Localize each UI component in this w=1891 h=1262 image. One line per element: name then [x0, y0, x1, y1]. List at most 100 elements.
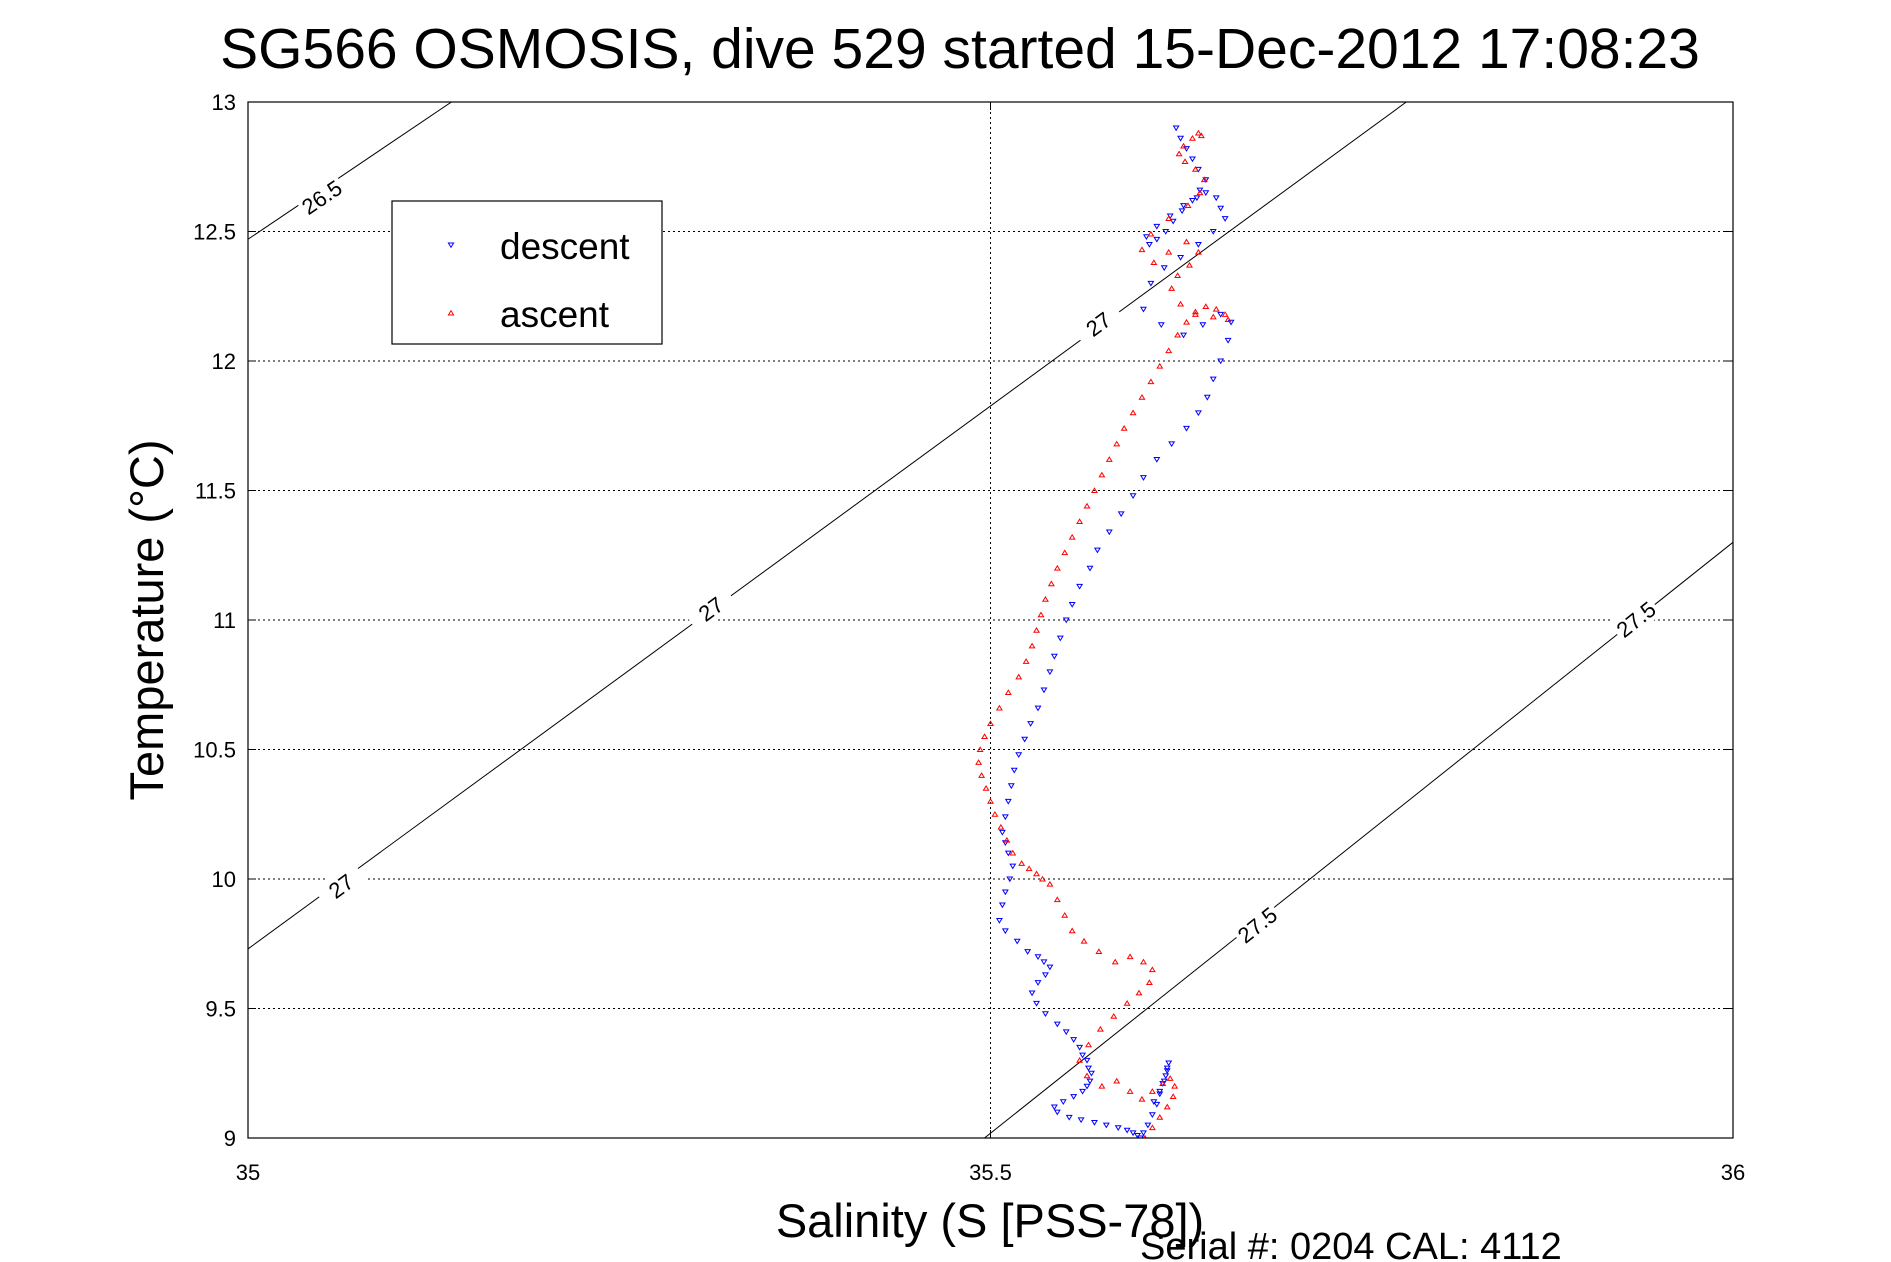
data-point-descent: [1144, 1122, 1152, 1129]
data-point-descent: [1093, 547, 1101, 554]
data-point-ascent: [1037, 611, 1045, 618]
data-point-ascent: [1135, 989, 1143, 996]
data-point-ascent: [1180, 142, 1188, 149]
data-point-descent: [1194, 242, 1202, 248]
data-point-descent: [1040, 959, 1048, 966]
data-point-ascent: [1163, 1103, 1171, 1110]
data-point-ascent: [1018, 860, 1026, 866]
data-point-ascent: [1177, 300, 1185, 307]
data-point-ascent: [1120, 425, 1128, 431]
density-contours: [248, 102, 1733, 1138]
data-point-descent: [1001, 889, 1009, 896]
data-point-ascent: [1033, 627, 1041, 633]
data-point-descent: [1209, 229, 1217, 235]
data-point-ascent: [1138, 393, 1146, 400]
data-point-descent: [1034, 954, 1042, 961]
data-point-ascent: [1156, 362, 1164, 369]
data-point-descent: [1199, 322, 1207, 329]
data-point-ascent: [1148, 1088, 1156, 1094]
data-point-descent: [1153, 236, 1161, 243]
data-point-descent: [1136, 1135, 1144, 1138]
data-point-ascent: [1111, 958, 1119, 965]
data-point-ascent: [1188, 134, 1196, 141]
data-point-ascent: [1138, 1095, 1146, 1102]
data-point-descent: [1212, 195, 1220, 202]
data-point-ascent: [1003, 836, 1011, 843]
density-contour-label-bg: [313, 860, 368, 910]
data-point-ascent: [1221, 311, 1229, 317]
x-tick-label: 36: [1721, 1160, 1745, 1185]
data-point-descent: [995, 917, 1003, 924]
data-point-descent: [1156, 1088, 1164, 1095]
data-point-descent: [1006, 876, 1014, 883]
data-point-descent: [1007, 783, 1015, 790]
data-point-ascent: [1113, 1077, 1121, 1084]
data-point-ascent: [1194, 129, 1202, 136]
y-tick-label: 9.5: [205, 997, 236, 1022]
data-point-descent: [1162, 229, 1170, 235]
data-point-descent: [1157, 322, 1165, 329]
data-point-ascent: [1083, 1072, 1091, 1079]
data-point-descent: [1153, 223, 1161, 230]
data-point-ascent: [1175, 150, 1183, 157]
chart-title: SG566 OSMOSIS, dive 529 started 15-Dec-2…: [220, 17, 1700, 81]
x-tick-label: 35.5: [969, 1160, 1012, 1185]
data-point-descent: [1083, 1083, 1091, 1090]
data-point-descent: [1083, 1057, 1091, 1064]
data-point-ascent: [1053, 896, 1061, 903]
data-point-ascent: [1096, 1025, 1104, 1032]
data-point-ascent: [1041, 595, 1049, 602]
legend-marker-descent: [447, 242, 455, 249]
data-point-ascent: [1171, 1082, 1179, 1089]
data-point-ascent: [1076, 1056, 1084, 1063]
data-point-ascent: [997, 823, 1005, 830]
data-point-ascent: [1145, 979, 1153, 986]
data-point-descent: [1169, 218, 1177, 225]
data-point-descent: [1217, 358, 1225, 365]
data-point-descent: [1217, 205, 1225, 212]
data-point-ascent: [1156, 1113, 1164, 1120]
data-point-ascent: [1184, 202, 1192, 209]
data-point-ascent: [1123, 1000, 1131, 1006]
data-point-descent: [1086, 1078, 1094, 1085]
data-point-descent: [1076, 1044, 1084, 1051]
data-point-descent: [1148, 1112, 1156, 1118]
data-point-ascent: [975, 759, 983, 765]
data-point-descent: [1015, 752, 1023, 758]
data-point-descent: [1034, 705, 1042, 712]
data-point-descent: [1117, 511, 1125, 518]
series-descent: [995, 125, 1235, 1138]
data-point-descent: [1163, 1068, 1171, 1074]
data-point-ascent: [1138, 246, 1146, 253]
data-point-descent: [1183, 425, 1191, 432]
data-point-ascent: [976, 746, 984, 752]
data-point-descent: [1050, 1104, 1058, 1111]
data-point-ascent: [1147, 230, 1155, 237]
data-point-ascent: [1038, 875, 1046, 882]
data-point-ascent: [1174, 331, 1182, 338]
data-point-ascent: [978, 772, 986, 778]
data-point-descent: [1183, 146, 1191, 152]
data-point-ascent: [1183, 238, 1191, 245]
data-point-ascent: [1068, 533, 1076, 540]
density-contour-label-bg: [1229, 898, 1284, 950]
legend-marker-ascent: [447, 309, 455, 316]
data-point-ascent: [1098, 1082, 1106, 1089]
data-point-ascent: [987, 797, 994, 804]
data-point-descent: [1102, 1122, 1110, 1129]
y-tick-label: 11: [213, 608, 236, 633]
density-contour-label-bg: [683, 583, 738, 633]
data-point-ascent: [1113, 440, 1121, 447]
data-point-descent: [1062, 617, 1070, 624]
data-point-ascent: [1076, 518, 1084, 525]
data-point-ascent: [1159, 1080, 1167, 1087]
serial-cal-label: Serial #: 0204 CAL: 4112: [1140, 1226, 1562, 1262]
x-tick-label: 35: [236, 1160, 260, 1185]
data-point-descent: [1090, 1120, 1098, 1126]
data-point-ascent: [1061, 549, 1069, 556]
data-point-descent: [1194, 410, 1202, 417]
data-point-ascent: [1147, 378, 1155, 385]
data-point-ascent: [1181, 158, 1189, 165]
data-point-descent: [1062, 1029, 1070, 1036]
data-point-ascent: [1110, 1012, 1118, 1019]
